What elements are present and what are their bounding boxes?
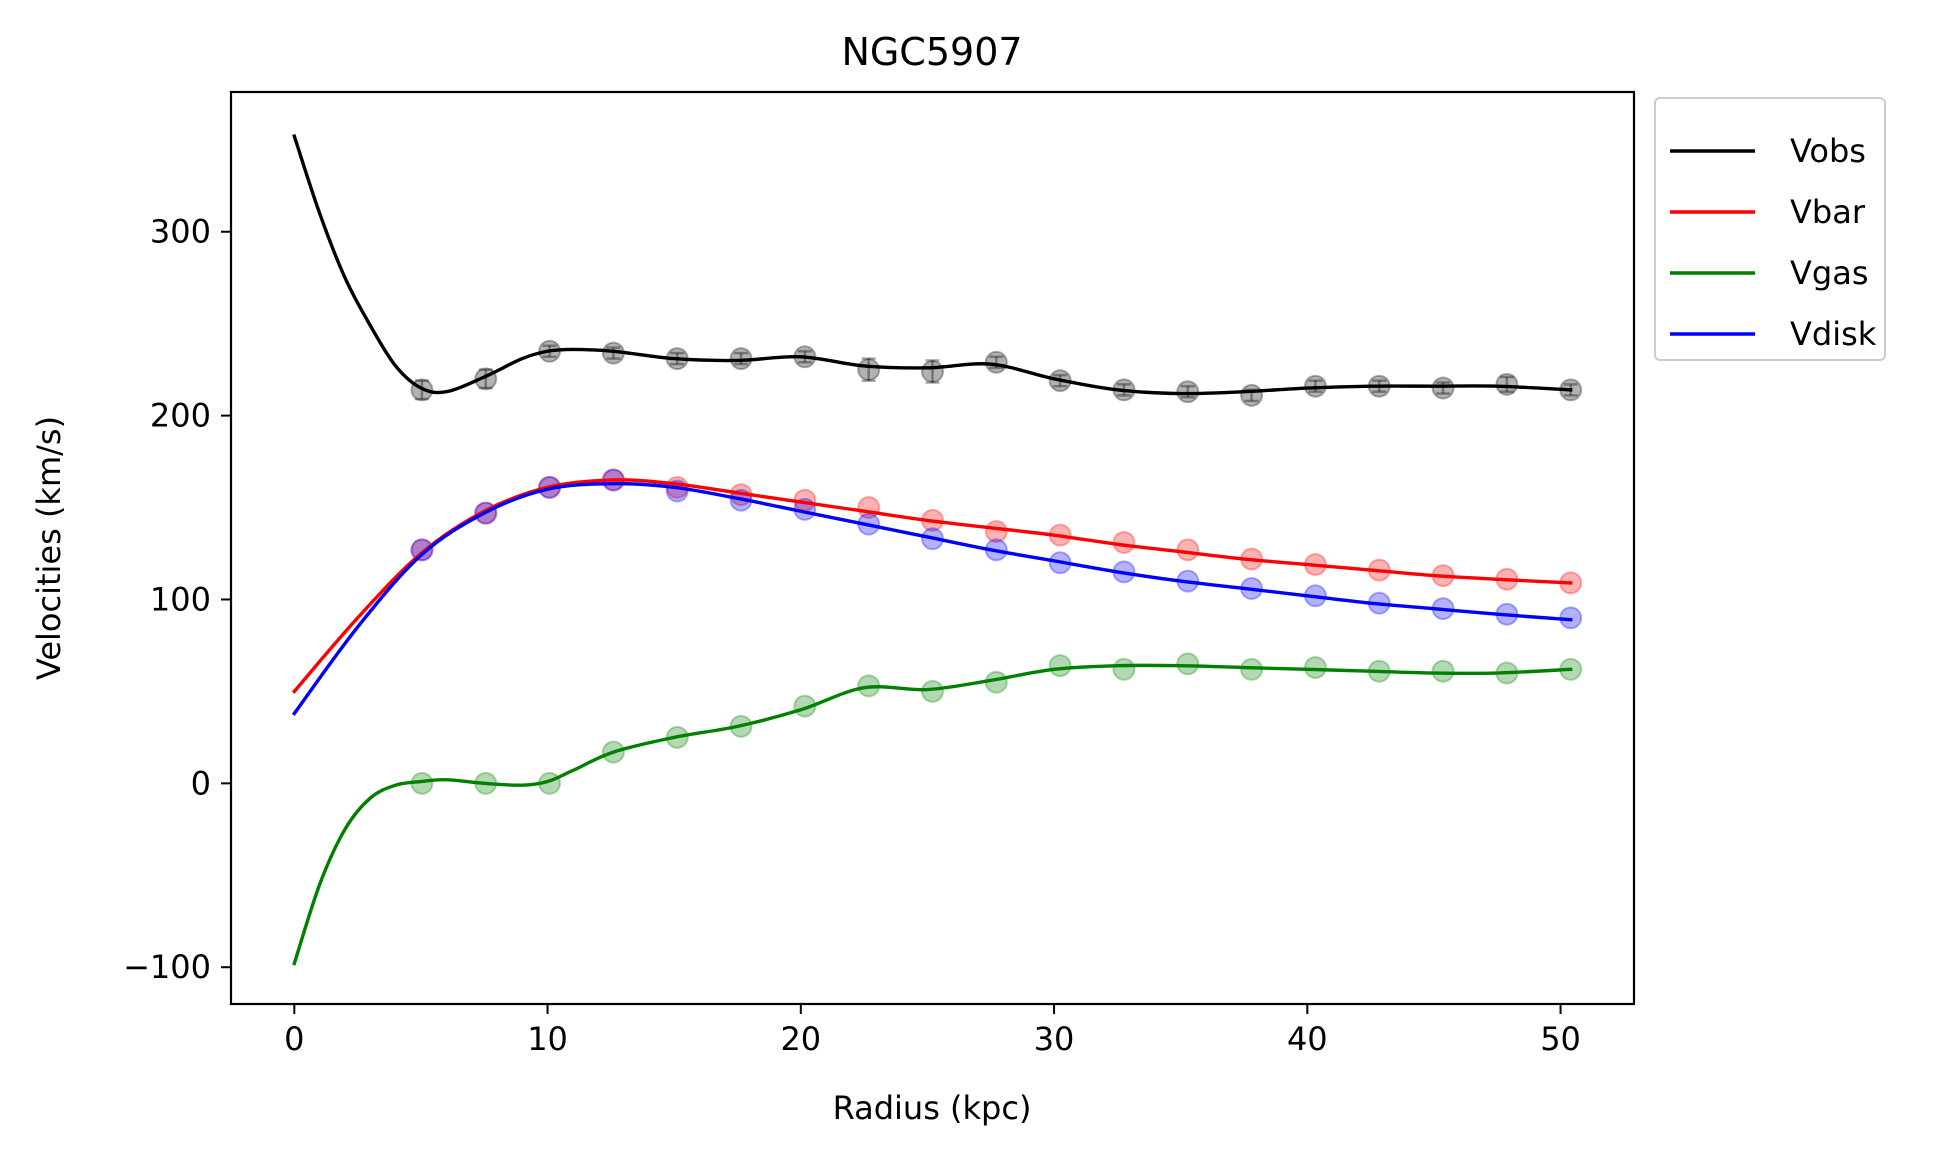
vobs-line (292, 133, 1573, 396)
vbar-point (1112, 530, 1136, 554)
y-tick-label: 0 (191, 764, 211, 802)
vobs-point (921, 359, 944, 383)
x-tick-label: 0 (284, 1020, 304, 1058)
vobs-point (984, 350, 1008, 374)
vgas-point (921, 679, 944, 703)
legend: Vobs Vbar Vgas Vdisk (1654, 97, 1886, 361)
x-tick-label: 40 (1287, 1020, 1328, 1058)
vobs-point (857, 358, 881, 382)
vobs-point (1431, 376, 1455, 400)
legend-label-vdisk: Vdisk (1790, 315, 1877, 353)
x-tick-label: 10 (527, 1020, 568, 1058)
legend-frame (1654, 97, 1886, 361)
vgas-point (1112, 657, 1136, 681)
vgas-line (292, 663, 1573, 966)
y-tick-label: 200 (150, 397, 211, 435)
axis-ticks: 0 10 20 30 40 50 −100 0 100 200 300 (123, 213, 1581, 1058)
vobs-point (1240, 383, 1264, 407)
y-tick-label: 100 (150, 580, 211, 618)
x-axis-label: Radius (kpc) (833, 1089, 1032, 1127)
vobs-point (1176, 380, 1200, 404)
chart-title: NGC5907 (841, 30, 1022, 74)
x-tick-label: 30 (1034, 1020, 1075, 1058)
vgas-point (1176, 652, 1200, 676)
vobs-point (1495, 372, 1519, 396)
vgas-point (1048, 654, 1072, 678)
plot-frame (229, 90, 1636, 1006)
vgas-point (1431, 659, 1455, 683)
legend-label-vgas: Vgas (1790, 254, 1868, 292)
x-tick-label: 20 (780, 1020, 821, 1058)
y-tick-label: −100 (123, 948, 211, 986)
vdisk-line (291, 481, 1573, 716)
legend-label-vbar: Vbar (1790, 193, 1866, 231)
y-tick-label: 300 (150, 213, 211, 251)
y-axis-label: Velocities (km/s) (30, 416, 68, 680)
vbar-point (1176, 538, 1200, 562)
legend-label-vobs: Vobs (1790, 132, 1866, 170)
vgas-point (1303, 656, 1327, 680)
plot-area (291, 133, 1583, 966)
x-tick-label: 50 (1540, 1020, 1581, 1058)
